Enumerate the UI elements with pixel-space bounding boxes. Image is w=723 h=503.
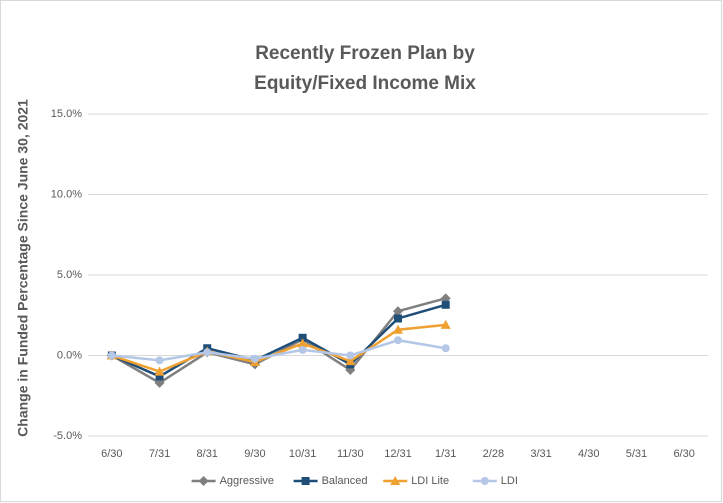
legend-marker [390,476,401,485]
legend-label: Aggressive [220,475,274,487]
x-tick-label: 11/30 [337,448,364,460]
data-point [441,344,450,353]
y-tick-label: 10.0% [51,188,82,200]
x-tick-label: 8/31 [197,448,218,460]
data-point [155,356,164,365]
x-tick-label: 10/31 [289,448,317,460]
data-point [154,366,165,376]
data-point [440,319,451,329]
data-point [441,300,450,309]
data-point [297,338,308,348]
data-point [345,356,356,366]
x-tick-label: 1/31 [435,448,456,460]
x-tick-label: 6/30 [673,448,694,460]
y-axis-label: Change in Funded Percentage Since June 3… [15,99,31,437]
y-tick-label: 0.0% [57,349,82,361]
legend-marker [480,477,489,485]
series-line [111,303,447,378]
data-point [393,324,403,334]
legend-label: LDI [501,475,518,487]
data-point [346,351,355,360]
data-point [107,351,116,360]
data-point [394,314,402,323]
x-tick-label: 5/31 [626,448,647,460]
y-tick-label: -5.0% [53,430,82,442]
chart-title: Recently Frozen Plan by [255,43,475,64]
data-point [393,306,403,317]
data-point [155,372,164,381]
y-tick-label: 5.0% [57,269,82,281]
data-point [298,333,307,342]
x-tick-label: 12/31 [384,448,412,460]
x-tick-label: 6/30 [101,448,122,460]
legend-label: Balanced [322,475,368,487]
y-tick-label: 15.0% [51,108,82,120]
x-tick-label: 7/31 [149,448,170,460]
chart-title: Equity/Fixed Income Mix [254,73,476,94]
legend-label: LDI Lite [411,475,449,487]
legend-marker [198,476,209,486]
series-line [111,323,446,373]
x-tick-label: 9/30 [244,448,265,460]
data-point [394,336,402,345]
data-point [250,354,259,363]
data-point [298,345,307,354]
x-tick-label: 3/31 [530,448,551,460]
legend-marker [301,477,310,485]
x-tick-label: 2/28 [483,448,504,460]
series-line [111,338,446,362]
data-point [203,348,212,357]
x-tick-label: 4/30 [578,448,599,460]
